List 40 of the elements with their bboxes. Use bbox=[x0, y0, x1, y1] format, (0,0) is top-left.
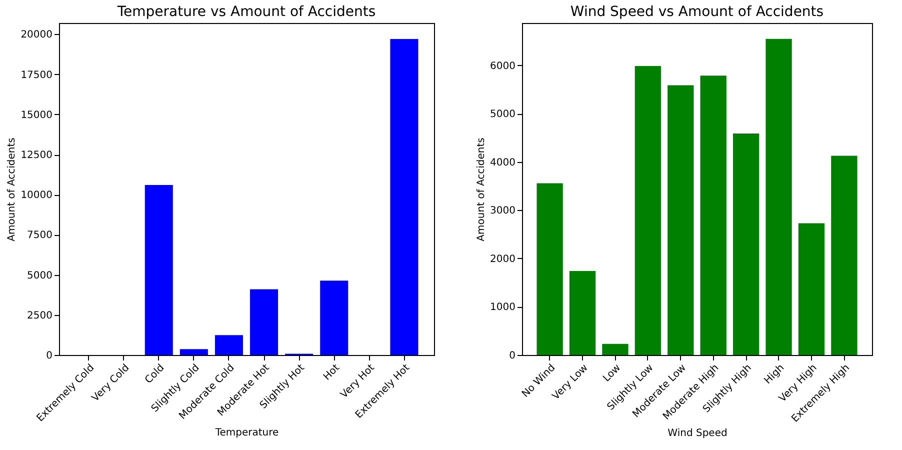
y-tick-label: 5000 bbox=[27, 270, 52, 282]
bar bbox=[180, 349, 208, 355]
y-tick-label: 2000 bbox=[490, 254, 516, 265]
x-tick-label: Low bbox=[601, 362, 623, 384]
bar bbox=[390, 39, 418, 355]
bar bbox=[214, 335, 243, 355]
bar bbox=[602, 344, 628, 355]
bar bbox=[766, 38, 792, 355]
y-tick-label: 7500 bbox=[27, 230, 52, 242]
y-tick-label: 1000 bbox=[490, 302, 516, 314]
y-tick-label: 10000 bbox=[20, 190, 52, 202]
bar bbox=[144, 184, 173, 355]
y-tick-label: 2500 bbox=[27, 310, 52, 322]
y-tick-label: 6000 bbox=[490, 60, 516, 72]
y-tick-label: 0 bbox=[509, 350, 516, 362]
y-tick-label: 0 bbox=[46, 350, 52, 362]
y-tick-label: 20000 bbox=[20, 30, 52, 41]
y-tick-label: 3000 bbox=[490, 206, 516, 217]
bar bbox=[569, 271, 596, 355]
x-tick-label: Hot bbox=[322, 362, 342, 383]
y-axis-title: Amount of Accidents bbox=[6, 138, 18, 242]
y-tick-label: 4000 bbox=[490, 157, 516, 168]
x-axis-title: Wind Speed bbox=[668, 428, 728, 439]
chart-title: Wind Speed vs Amount of Accidents bbox=[570, 4, 824, 20]
y-tick-label: 17500 bbox=[20, 70, 52, 81]
bar bbox=[831, 156, 858, 355]
y-tick-label: 15000 bbox=[20, 110, 52, 121]
y-tick-label: 5000 bbox=[490, 109, 516, 120]
bar bbox=[250, 289, 278, 355]
bar bbox=[668, 85, 694, 355]
y-axis-title: Amount of Accidents bbox=[476, 138, 488, 242]
bar bbox=[700, 76, 726, 355]
chart-title: Temperature vs Amount of Accidents bbox=[116, 4, 376, 20]
bar bbox=[798, 223, 825, 355]
x-axis-title: Temperature bbox=[214, 427, 279, 438]
bar bbox=[732, 134, 760, 355]
y-tick-label: 12500 bbox=[20, 150, 52, 162]
bar bbox=[320, 280, 348, 355]
bar bbox=[536, 183, 563, 355]
bar bbox=[634, 66, 662, 355]
